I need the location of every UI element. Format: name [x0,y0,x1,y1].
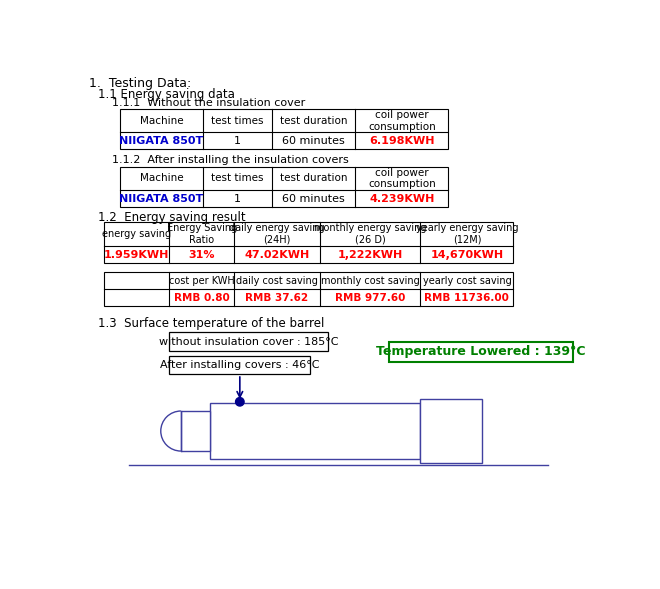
Text: test duration: test duration [280,174,347,184]
Bar [170,356,310,374]
Text: 60 minutes: 60 minutes [282,135,345,145]
Text: 47.02KWH: 47.02KWH [244,250,310,260]
Text: NIIGATA 850T: NIIGATA 850T [119,135,204,145]
Bar [119,109,448,149]
Text: After installing covers : 46°C: After installing covers : 46°C [160,360,319,370]
Bar [170,332,328,351]
Text: 1: 1 [234,135,241,145]
Text: 1.959KWH: 1.959KWH [104,250,170,260]
Text: 1: 1 [234,194,241,204]
Text: 1.  Testing Data:: 1. Testing Data: [88,77,191,90]
Text: monthly cost saving: monthly cost saving [321,276,419,286]
Bar [389,342,573,362]
Text: Temperature Lowered : 139°C: Temperature Lowered : 139°C [376,345,585,358]
Text: 14,670KWH: 14,670KWH [430,250,504,260]
Text: 1.1 Energy saving data: 1.1 Energy saving data [98,88,235,101]
Text: 1.2  Energy saving result: 1.2 Energy saving result [98,211,246,224]
Text: coil power
consumption: coil power consumption [368,168,436,189]
Bar [211,403,420,459]
Bar [420,399,482,462]
Text: test times: test times [211,115,264,125]
Text: yearly cost saving: yearly cost saving [422,276,512,286]
Text: test duration: test duration [280,115,347,125]
Text: monthly energy saving
(26 D): monthly energy saving (26 D) [314,223,426,244]
Bar [119,167,448,207]
Text: Machine: Machine [140,115,183,125]
Text: Machine: Machine [140,174,183,184]
Text: without insulation cover : 185°C: without insulation cover : 185°C [159,337,339,347]
Text: test times: test times [211,174,264,184]
Text: yearly energy saving
(12M): yearly energy saving (12M) [416,223,518,244]
Text: coil power
consumption: coil power consumption [368,110,436,131]
Text: daily cost saving: daily cost saving [236,276,318,286]
Text: 60 minutes: 60 minutes [282,194,345,204]
Bar [104,273,513,306]
Bar [181,411,211,451]
Bar [104,221,513,263]
Text: 1.1.1  Without the insulation cover: 1.1.1 Without the insulation cover [112,98,305,108]
Text: daily energy saving
(24H): daily energy saving (24H) [229,223,325,244]
Text: 4.239KWH: 4.239KWH [369,194,434,204]
Text: RMB 37.62: RMB 37.62 [246,293,309,303]
Text: NIIGATA 850T: NIIGATA 850T [119,194,204,204]
Text: RMB 0.80: RMB 0.80 [174,293,230,303]
Text: 31%: 31% [189,250,215,260]
Text: RMB 977.60: RMB 977.60 [335,293,405,303]
Text: RMB 11736.00: RMB 11736.00 [424,293,510,303]
Text: energy saving: energy saving [102,229,172,239]
Text: 1.3  Surface temperature of the barrel: 1.3 Surface temperature of the barrel [98,317,324,330]
Text: Energy Saving
Ratio: Energy Saving Ratio [167,223,237,244]
Text: cost per KWH: cost per KWH [169,276,235,286]
Circle shape [236,398,244,406]
Text: 1,222KWH: 1,222KWH [337,250,403,260]
Text: 6.198KWH: 6.198KWH [369,135,434,145]
Text: 1.1.2  After installing the insulation covers: 1.1.2 After installing the insulation co… [112,155,348,166]
